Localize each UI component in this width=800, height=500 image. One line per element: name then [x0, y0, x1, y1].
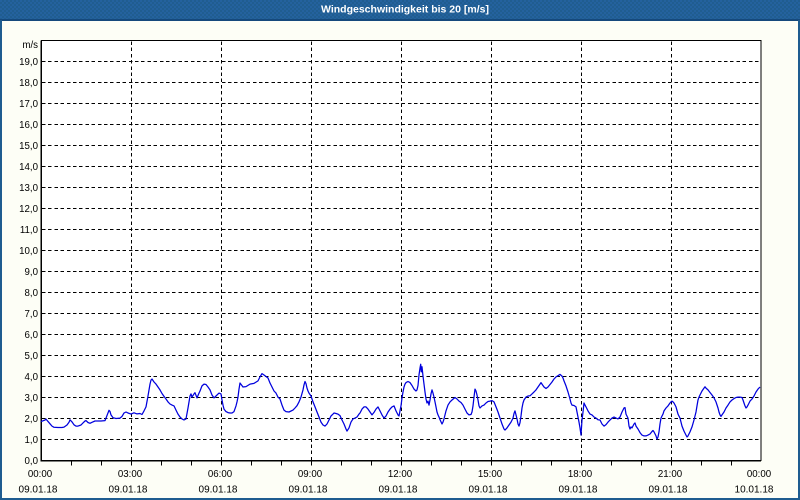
svg-text:5,0: 5,0 [25, 351, 39, 362]
svg-text:12,0: 12,0 [19, 204, 38, 215]
svg-text:Windgeschwindigkeit bis 20 [m/: Windgeschwindigkeit bis 20 [m/s] [321, 3, 489, 15]
svg-text:11,0: 11,0 [20, 225, 39, 236]
svg-text:13,0: 13,0 [19, 183, 38, 194]
svg-text:00:00: 00:00 [28, 469, 53, 480]
svg-text:09:00: 09:00 [298, 469, 323, 480]
svg-text:1,0: 1,0 [25, 435, 39, 446]
svg-text:10.01.18: 10.01.18 [735, 485, 774, 496]
svg-text:8,0: 8,0 [25, 288, 39, 299]
svg-text:18,0: 18,0 [19, 78, 38, 89]
svg-text:4,0: 4,0 [25, 372, 39, 383]
svg-text:18:00: 18:00 [568, 469, 593, 480]
svg-text:9,0: 9,0 [25, 267, 39, 278]
svg-text:09.01.18: 09.01.18 [109, 485, 148, 496]
svg-text:00:00: 00:00 [747, 469, 772, 480]
svg-text:09.01.18: 09.01.18 [649, 485, 688, 496]
svg-text:12:00: 12:00 [388, 469, 413, 480]
svg-text:2,0: 2,0 [25, 414, 39, 425]
svg-text:21:00: 21:00 [658, 469, 683, 480]
svg-text:7,0: 7,0 [25, 309, 39, 320]
svg-text:03:00: 03:00 [118, 469, 143, 480]
svg-text:15,0: 15,0 [19, 141, 38, 152]
svg-text:09.01.18: 09.01.18 [199, 485, 238, 496]
svg-text:19,0: 19,0 [19, 57, 38, 68]
svg-text:6,0: 6,0 [25, 330, 39, 341]
svg-text:09.01.18: 09.01.18 [559, 485, 598, 496]
svg-text:09.01.18: 09.01.18 [289, 485, 328, 496]
svg-text:m/s: m/s [22, 40, 38, 51]
svg-text:0,0: 0,0 [25, 456, 39, 467]
svg-text:16,0: 16,0 [19, 120, 38, 131]
svg-text:09.01.18: 09.01.18 [469, 485, 508, 496]
svg-text:09.01.18: 09.01.18 [19, 485, 58, 496]
svg-text:17,0: 17,0 [19, 99, 38, 110]
svg-text:14,0: 14,0 [19, 162, 38, 173]
svg-text:06:00: 06:00 [208, 469, 233, 480]
svg-text:15:00: 15:00 [478, 469, 503, 480]
svg-text:10,0: 10,0 [19, 246, 38, 257]
svg-text:09.01.18: 09.01.18 [379, 485, 418, 496]
svg-text:3,0: 3,0 [25, 393, 39, 404]
